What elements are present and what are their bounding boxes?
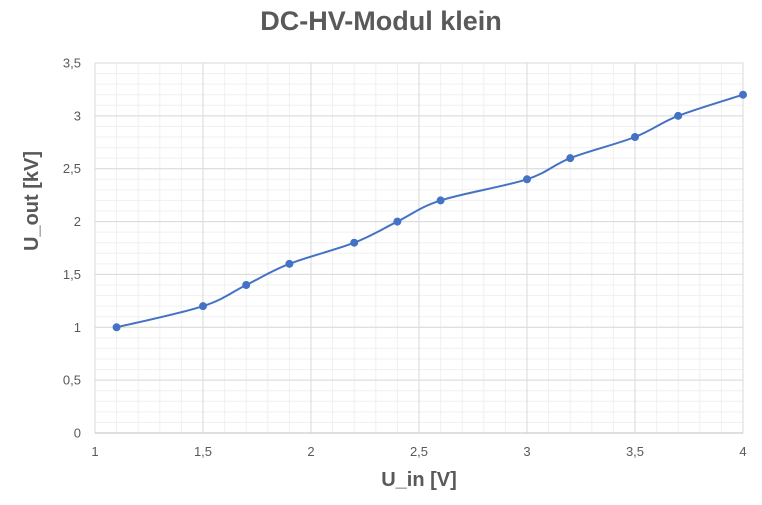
x-tick-label: 2 [307,444,314,459]
data-point [350,238,359,247]
y-tick-label: 1 [74,320,81,335]
chart-title: DC-HV-Modul klein [260,6,502,36]
x-tick-label: 1,5 [194,444,212,459]
y-tick-label: 2,5 [63,161,81,176]
y-tick-label: 0 [74,426,81,441]
data-point [199,302,207,311]
y-axis-label: U_out [kV] [21,151,43,251]
data-point [631,133,639,141]
data-point [285,259,294,268]
major-grid [94,62,744,434]
x-tick-label: 1 [91,444,98,459]
x-tick-label: 4 [739,444,746,459]
x-tick-label: 3 [523,444,530,459]
y-tick-label: 0,5 [63,373,81,388]
x-tick-label: 2,5 [410,444,428,459]
y-tick-label: 2 [74,214,81,229]
y-tick-label: 3 [74,108,81,123]
data-point [242,281,251,289]
data-point [566,154,575,163]
tick-labels: 1 1,5 2 2,5 3 3,5 4 0 0,5 1 1,5 2 2,5 3 3,5 [63,56,747,460]
y-tick-label: 3,5 [63,56,81,71]
data-point [393,217,402,226]
y-tick-label: 1,5 [63,267,81,282]
data-point [112,323,121,332]
x-axis-label: U_in [V] [381,469,457,491]
data-point [436,196,445,205]
data-point [523,175,531,184]
data-point [739,90,747,99]
data-point [674,111,683,120]
x-tick-label: 3,5 [626,444,644,459]
series [112,90,747,332]
